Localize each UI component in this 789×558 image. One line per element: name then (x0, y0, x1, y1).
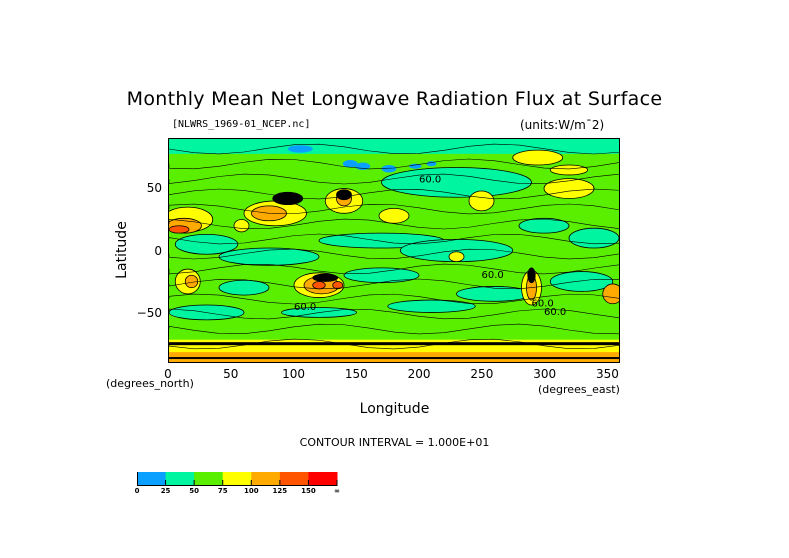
y-unit-label: (degrees_north) (106, 377, 194, 390)
y-tick-label: 50 (146, 181, 162, 195)
region-high-flux (602, 283, 624, 305)
x-tick-label: 200 (407, 367, 431, 381)
contour-line (168, 218, 620, 230)
chart-title: Monthly Mean Net Longwave Radiation Flux… (126, 88, 663, 110)
region-very-low-flux (342, 160, 358, 168)
region-moderate-flux (543, 178, 595, 199)
contour-dense-band (169, 342, 619, 346)
colorbar-swatch (279, 472, 309, 485)
contour-label: 60.0 (482, 270, 504, 281)
colorbar-label: 150 (301, 487, 316, 495)
region-arctic (169, 139, 619, 154)
colorbar-label: 100 (243, 487, 259, 495)
contour-line (168, 278, 620, 290)
region-low-flux (343, 267, 420, 284)
colorbar-label: ∞ (334, 487, 340, 495)
region-low-flux (387, 299, 476, 313)
colorbar-label: 50 (189, 487, 200, 495)
colorbar-label: 75 (217, 487, 228, 495)
contour-dense-band (169, 357, 619, 360)
region-low-flux (518, 217, 570, 234)
region-moderate-flux (233, 219, 250, 233)
region-low-flux (549, 271, 614, 292)
contour-line (168, 293, 620, 305)
region-low-flux (568, 227, 620, 249)
contour-line (168, 188, 620, 200)
y-axis-label: Latitude (114, 221, 130, 279)
region-very-low-flux (287, 145, 313, 153)
x-tick-label: 350 (595, 367, 619, 381)
region-low-flux (174, 233, 239, 255)
region-very-low-flux (426, 161, 437, 167)
units-label: (units:W/m¯2) (520, 118, 605, 132)
colorbar-label: 0 (134, 487, 140, 495)
x-unit-label: (degrees_east) (538, 383, 620, 396)
contour-line (168, 173, 620, 185)
contour-line (168, 158, 620, 170)
plot-area: 60.0 60.0 60.0 60.0 60.0 (162, 138, 624, 363)
region-very-high-flux (168, 225, 190, 234)
x-tick-label: 50 (223, 367, 239, 381)
y-tick-label: 0 (154, 243, 162, 258)
x-tick-label: 300 (533, 367, 557, 381)
colorbar-swatch (222, 472, 252, 485)
contour-line (168, 143, 620, 155)
contour-map: 60.060.060.0 60.060.0 (162, 139, 624, 362)
contour-interval-label: CONTOUR INTERVAL = 1.000E+01 (299, 436, 490, 449)
contour-line (168, 248, 620, 260)
x-tick-label: 250 (470, 367, 494, 381)
region-low-flux (218, 247, 320, 266)
region-very-high-flux (332, 281, 344, 290)
x-tick-label: 100 (282, 367, 305, 381)
colorbar-swatch (308, 472, 338, 485)
contour-line (168, 338, 620, 350)
region-very-low-flux (381, 165, 397, 173)
contour-label: 60.0 (294, 302, 316, 313)
contour-dense-area (527, 267, 536, 284)
region-moderate-flux (468, 190, 495, 212)
colorbar-label: 125 (272, 487, 288, 495)
region-moderate-flux (549, 164, 589, 176)
colorbar-swatch (251, 472, 281, 485)
file-label: [NLWRS_1969-01_NCEP.nc] (172, 119, 311, 130)
x-axis-label: Longitude (359, 401, 430, 417)
region-moderate-flux (448, 251, 465, 263)
region-very-high-flux (312, 281, 326, 290)
region-antarctica-inner (169, 352, 619, 362)
contour-label: 60.0 (544, 307, 566, 318)
x-tick-label: 0 (164, 367, 172, 381)
region-moderate-flux (512, 149, 564, 166)
colorbar-swatch (137, 472, 167, 485)
colorbar-label: 25 (160, 487, 171, 495)
contour-label: 60.0 (532, 298, 554, 309)
contour-line (168, 308, 620, 320)
region-low-flux (218, 279, 270, 296)
contour-dense-area (312, 273, 339, 282)
region-high-flux (184, 274, 199, 289)
region-very-low-flux (409, 163, 422, 169)
contour-dense-area (336, 189, 352, 201)
contour-line (168, 203, 620, 215)
contour-label: 60.0 (419, 174, 441, 185)
contour-line (168, 323, 620, 335)
colorbar-swatch (165, 472, 195, 485)
region-moderate-flux (378, 207, 410, 224)
contour-dense-area (272, 191, 304, 206)
y-tick-label: −50 (136, 306, 162, 320)
colorbar-swatch (194, 472, 224, 485)
contour-line (168, 233, 620, 245)
x-tick-label: 150 (344, 367, 368, 381)
contour-line (168, 263, 620, 275)
colorbar (137, 472, 338, 486)
